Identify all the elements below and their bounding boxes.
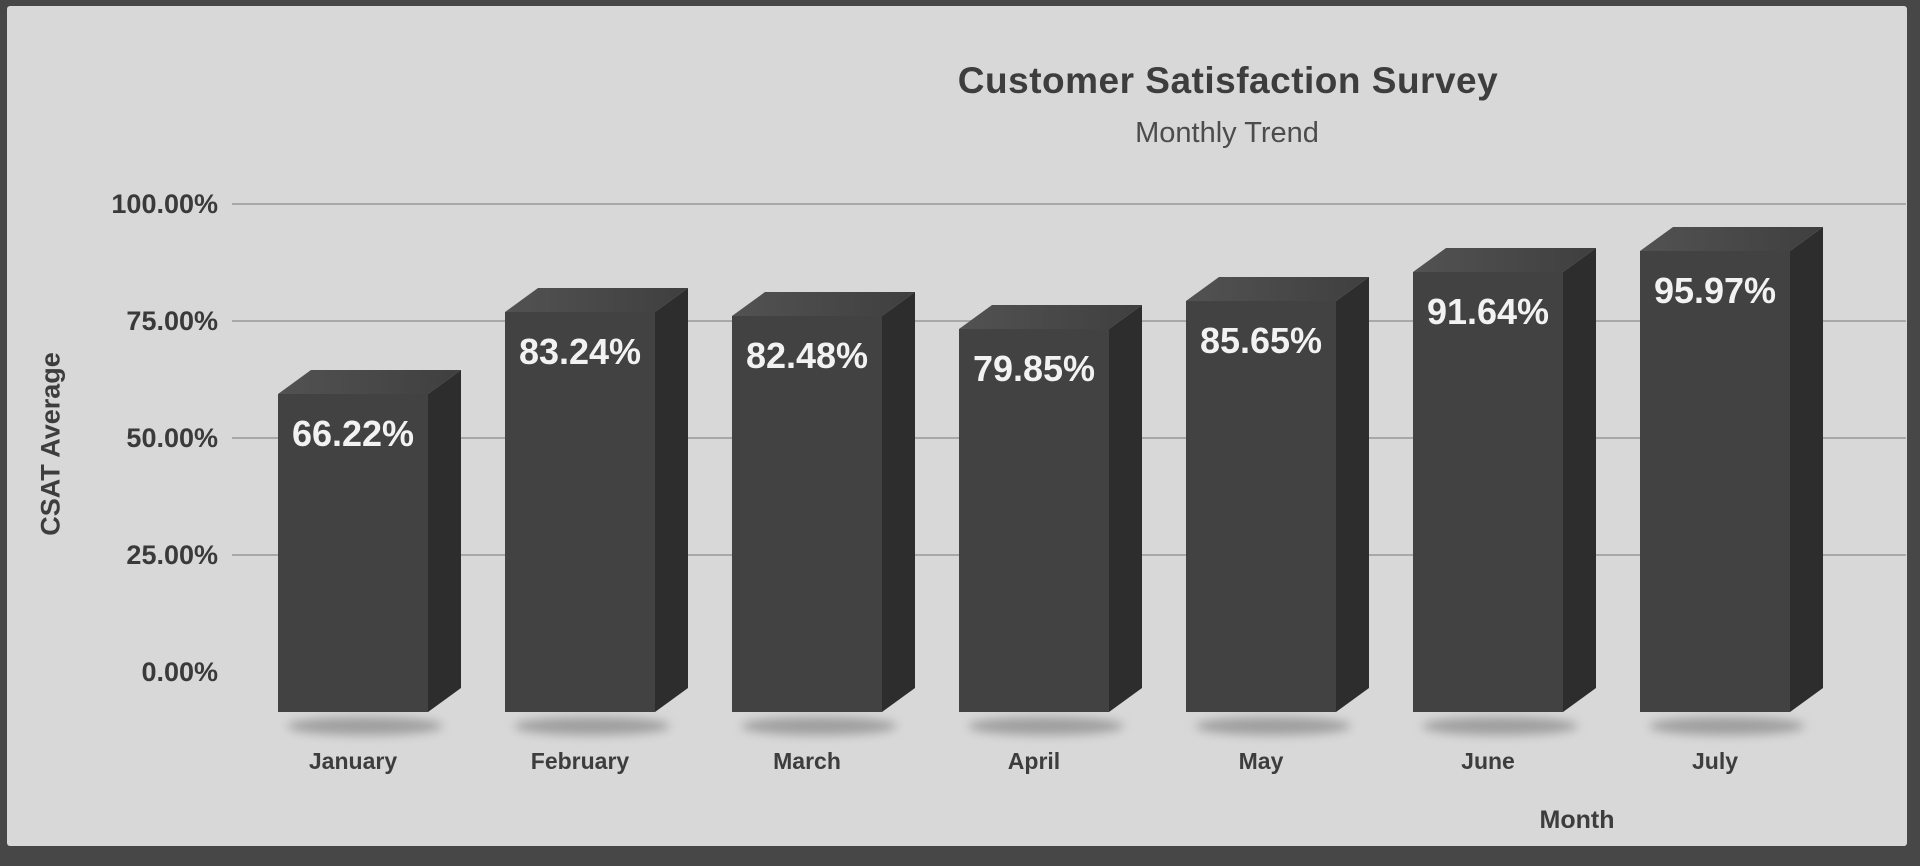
x-tick-label-june: June	[1461, 748, 1515, 774]
y-tick-label-0: 0.00%	[141, 657, 218, 687]
y-tick-label-75: 75.00%	[126, 306, 218, 336]
y-tick-label-25: 25.00%	[126, 540, 218, 570]
x-tick-label-march: March	[773, 748, 841, 774]
x-tick-label-january: January	[308, 748, 398, 774]
y-tick-label-50: 50.00%	[126, 423, 218, 453]
y-tick-label-100: 100.00%	[111, 189, 218, 219]
x-tick-label-july: July	[1691, 748, 1739, 774]
chart-title: Customer Satisfaction Survey	[957, 60, 1499, 101]
x-tick-label-april: April	[1007, 748, 1061, 774]
x-axis-title: Month	[1539, 806, 1615, 834]
x-tick-label-may: May	[1238, 748, 1284, 774]
x-tick-label-february: February	[530, 748, 630, 774]
chart-subtitle: Monthly Trend	[1135, 117, 1319, 149]
chart-panel	[7, 6, 1907, 846]
